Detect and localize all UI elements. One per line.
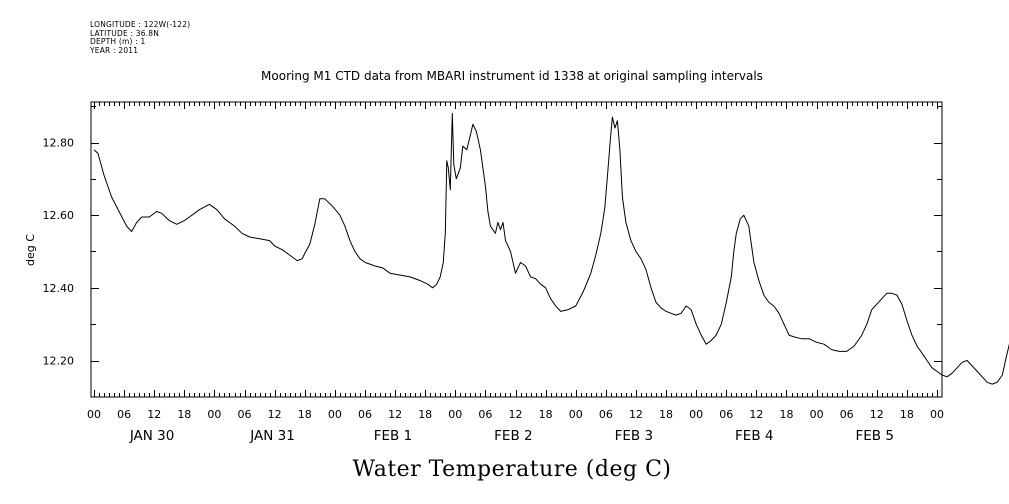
x-day-label: JAN 31 <box>249 428 295 444</box>
x-day-label: FEB 4 <box>735 428 773 444</box>
x-tick-label: 00 <box>448 408 462 421</box>
y-axis-label: deg C <box>24 234 37 266</box>
x-tick-label: 00 <box>87 408 101 421</box>
x-tick-label: 12 <box>870 408 884 421</box>
y-axis: 12.20 12.40 12.60 12.80 <box>43 106 942 368</box>
x-tick-label: 00 <box>207 408 221 421</box>
x-day-label: FEB 5 <box>855 428 893 444</box>
x-tick-label: 00 <box>569 408 583 421</box>
x-tick-label: 06 <box>840 408 854 421</box>
x-tick-label: 12 <box>268 408 282 421</box>
x-tick-label: 18 <box>539 408 553 421</box>
x-day-label: JAN 30 <box>129 428 175 444</box>
latitude-text: LATITUDE : 36.8N <box>90 28 160 38</box>
x-tick-label: 06 <box>238 408 252 421</box>
x-tick-label: 18 <box>418 408 432 421</box>
x-tick-label: 12 <box>147 408 161 421</box>
x-tick-label: 18 <box>779 408 793 421</box>
y-tick-label: 12.60 <box>43 209 75 222</box>
x-tick-label: 12 <box>388 408 402 421</box>
x-tick-label: 18 <box>177 408 191 421</box>
depth-text: DEPTH (m) : 1 <box>90 37 146 47</box>
x-tick-label: 06 <box>478 408 492 421</box>
x-tick-label: 18 <box>900 408 914 421</box>
plot-border <box>90 101 943 398</box>
x-tick-label: 00 <box>810 408 824 421</box>
x-tick-label: 06 <box>599 408 613 421</box>
x-tick-label: 12 <box>509 408 523 421</box>
chart-title: Mooring M1 CTD data from MBARI instrumen… <box>261 69 763 83</box>
y-tick-label: 12.80 <box>43 137 75 150</box>
x-tick-label: 18 <box>659 408 673 421</box>
metadata-block: LONGITUDE : 122W(-122) LATITUDE : 36.8N … <box>90 20 191 55</box>
x-tick-label: 00 <box>930 408 944 421</box>
y-tick-label: 12.20 <box>43 355 75 368</box>
y-tick-label: 12.40 <box>43 282 75 295</box>
x-tick-label: 00 <box>328 408 342 421</box>
chart-subtitle: Water Temperature (deg C) <box>353 457 672 482</box>
x-tick-label: 18 <box>298 408 312 421</box>
year-text: YEAR : 2011 <box>90 45 139 55</box>
x-tick-label: 12 <box>629 408 643 421</box>
x-tick-label: 06 <box>117 408 131 421</box>
plot-frame <box>90 101 943 398</box>
series-layer <box>93 112 1009 385</box>
x-tick-label: 12 <box>749 408 763 421</box>
x-axis: 00 06 12 18 00 06 12 18 00 06 12 18 00 06 12 18 00 06 12 18… <box>87 102 944 444</box>
series-line <box>93 112 1009 385</box>
x-day-label: FEB 2 <box>494 428 532 444</box>
x-day-label: FEB 3 <box>615 428 653 444</box>
x-day-label: FEB 1 <box>374 428 412 444</box>
x-tick-label: 06 <box>719 408 733 421</box>
longitude-text: LONGITUDE : 122W(-122) <box>90 20 191 29</box>
x-tick-label: 06 <box>358 408 372 421</box>
x-tick-label: 00 <box>689 408 703 421</box>
